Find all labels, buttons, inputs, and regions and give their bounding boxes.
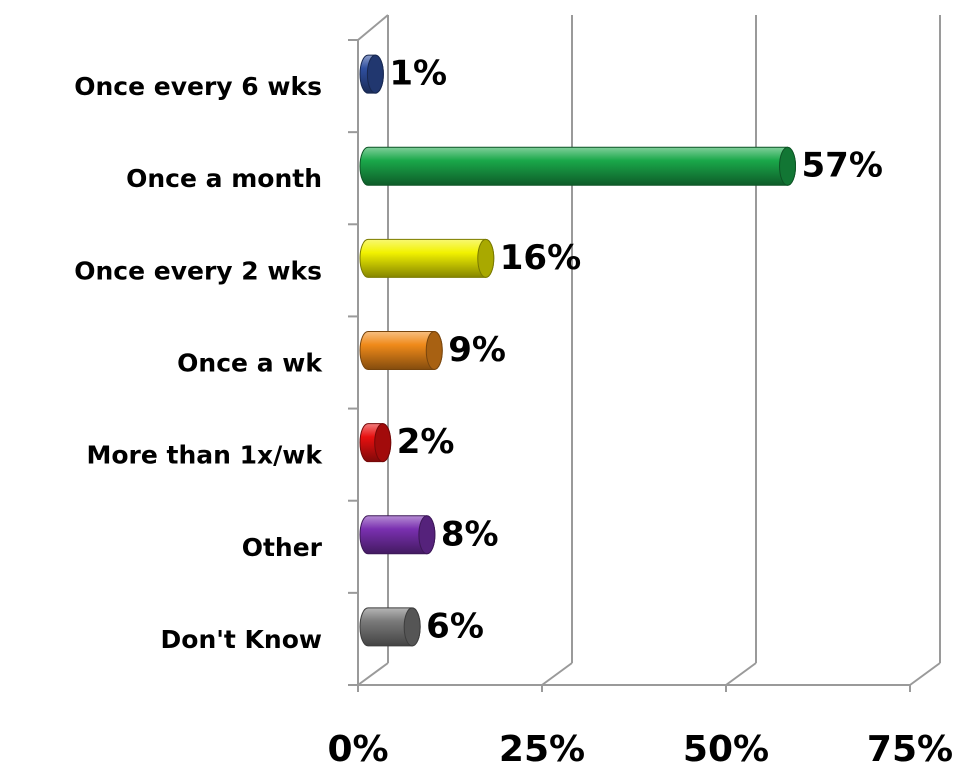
x-tick-label: 50% [683, 729, 769, 770]
data-label: 1% [389, 54, 447, 94]
bar-cap [403, 607, 421, 647]
grid-line-floor [725, 662, 757, 686]
data-label: 57% [802, 146, 883, 186]
bar-cap [374, 423, 392, 463]
grid-line-floor [541, 662, 573, 686]
bar-cap [425, 331, 443, 370]
bar-cap [779, 146, 797, 186]
x-tick-label: 75% [867, 729, 953, 770]
data-label: 9% [448, 330, 506, 370]
bar-cap [418, 515, 436, 555]
x-tick-label: 25% [499, 729, 585, 770]
bar-cap [477, 238, 495, 278]
y-tick-label: Don't Know [161, 625, 322, 654]
x-tick-label: 0% [327, 729, 388, 770]
grid-line-floor [357, 662, 389, 686]
bar-cap [366, 54, 384, 94]
data-label: 6% [426, 606, 484, 646]
y-tick-label: Other [242, 533, 323, 562]
bar [359, 146, 796, 186]
y-tick-label: Once every 2 wks [74, 256, 322, 285]
data-label: 2% [397, 422, 455, 462]
data-label: 16% [500, 238, 581, 278]
bar [359, 238, 495, 278]
y-tick-label: Once a month [126, 164, 322, 193]
y-tick-label: More than 1x/wk [86, 441, 323, 470]
y-tick-label: Once every 6 wks [74, 72, 322, 101]
data-label: 8% [441, 514, 499, 554]
back-wall-edge [357, 14, 389, 41]
grid-line-floor [909, 662, 941, 686]
y-tick-label: Once a wk [177, 349, 323, 378]
